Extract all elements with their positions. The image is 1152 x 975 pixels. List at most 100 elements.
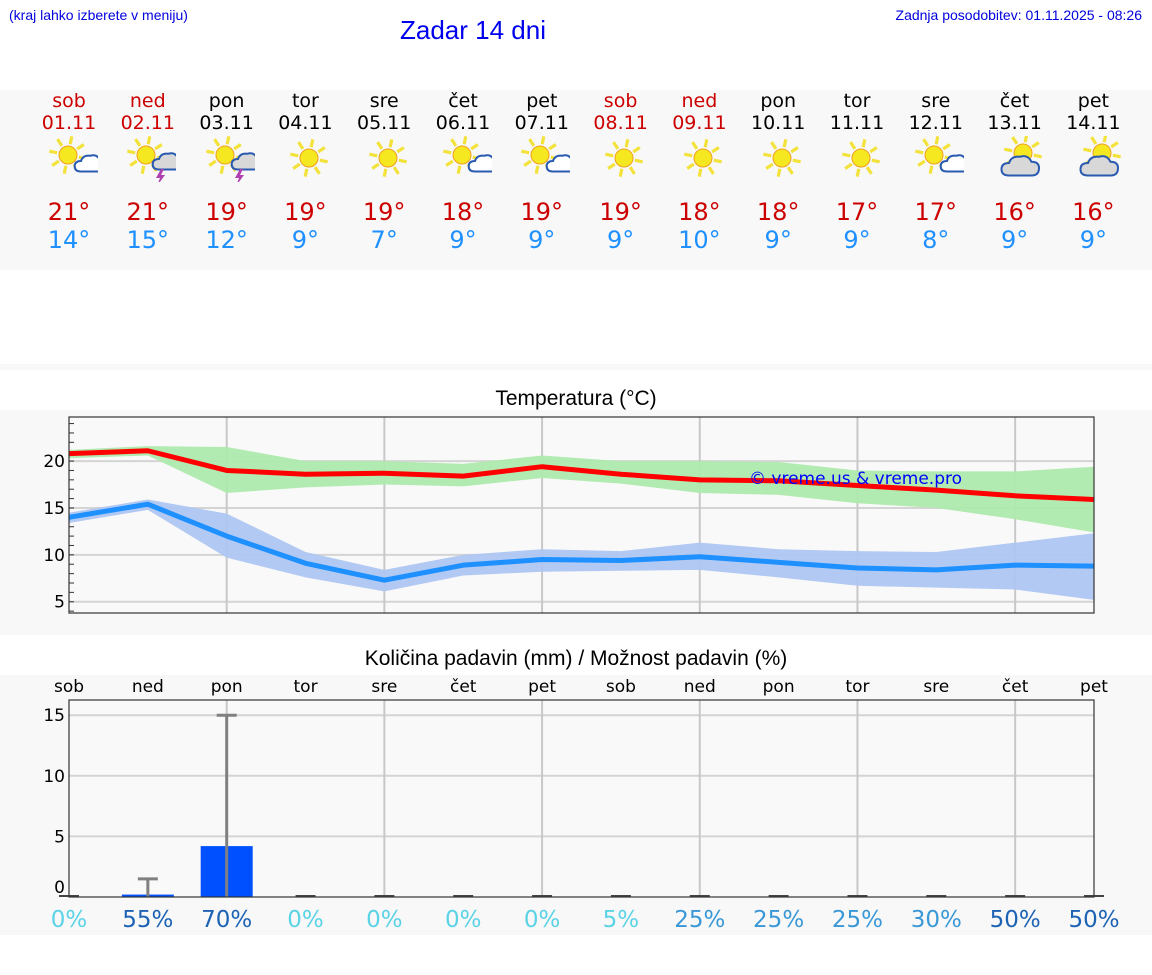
day-name: tor <box>291 90 319 112</box>
precip-day-label: pon <box>763 677 795 697</box>
temp-max: 19° <box>599 198 642 226</box>
temp-max: 21° <box>47 198 91 226</box>
precip-probability: 0% <box>287 907 324 933</box>
day-date: 05.11 <box>356 112 412 134</box>
precip-day-label: ned <box>684 677 716 697</box>
svg-text:10: 10 <box>43 546 65 566</box>
partly-cloudy-icon <box>48 136 98 174</box>
day-date: 10.11 <box>750 112 806 134</box>
region-menu-hint: (kraj lahko izberete v meniju) <box>9 7 188 23</box>
day-name: pon <box>760 90 797 112</box>
day-date: 07.11 <box>514 112 569 134</box>
precip-day-label: pon <box>211 677 243 697</box>
precip-day-label: čet <box>1002 677 1029 697</box>
precip-probability: 25% <box>753 907 804 933</box>
precip-day-label: čet <box>450 677 477 697</box>
temp-max: 18° <box>756 198 800 226</box>
temp-max: 18° <box>441 198 485 226</box>
sunny-icon <box>683 139 722 177</box>
day-date: 08.11 <box>593 112 648 134</box>
precip-probability: 0% <box>366 907 403 933</box>
copyright-annotation: © vreme.us & vreme.pro <box>749 469 962 489</box>
day-name: pet <box>526 90 558 112</box>
day-name: čet <box>999 90 1030 112</box>
sunny-icon <box>762 139 801 177</box>
precip-probability: 0% <box>51 907 88 933</box>
day-name: tor <box>843 90 871 112</box>
temp-max: 19° <box>205 198 248 226</box>
temp-max: 19° <box>362 198 406 226</box>
thunderstorm-sun-icon <box>206 136 256 182</box>
day-date: 12.11 <box>908 112 963 134</box>
temp-max: 16° <box>1072 198 1115 226</box>
svg-text:5: 5 <box>54 593 65 613</box>
sunny-icon <box>605 139 644 177</box>
svg-text:5: 5 <box>54 827 65 847</box>
temp-min: 8° <box>922 226 950 254</box>
day-date: 04.11 <box>278 112 333 134</box>
day-name: pon <box>208 90 245 112</box>
day-date: 14.11 <box>1066 112 1121 134</box>
partly-cloudy-icon <box>915 136 965 174</box>
daily-forecast-strip: sob 01.11 21° 14° ned 02.11 21° 15° pon … <box>0 90 1152 270</box>
precip-day-label: pet <box>528 677 556 697</box>
temp-min: 9° <box>843 226 871 254</box>
temp-min: 14° <box>47 226 91 254</box>
precip-probability: 25% <box>832 907 883 933</box>
day-name: sob <box>603 90 638 112</box>
precip-day-label: sre <box>371 677 397 697</box>
temp-max: 21° <box>126 198 170 226</box>
precip-day-label: pet <box>1080 677 1108 697</box>
precip-probability: 0% <box>524 907 561 933</box>
svg-text:0: 0 <box>54 878 65 898</box>
precipitation-chart-title: Količina padavin (mm) / Možnost padavin … <box>364 647 788 670</box>
temp-max: 17° <box>835 198 879 226</box>
temp-min: 9° <box>291 226 320 254</box>
precip-probability: 5% <box>603 907 640 933</box>
precip-probability: 55% <box>122 907 173 933</box>
precip-probability: 50% <box>990 907 1041 933</box>
precip-probability: 25% <box>674 907 725 933</box>
precip-probability: 70% <box>201 907 252 933</box>
temp-min: 9° <box>528 226 556 254</box>
precip-probability: 30% <box>911 907 962 933</box>
day-date: 09.11 <box>672 112 727 134</box>
precip-probability: 0% <box>445 907 482 933</box>
last-update-timestamp: Zadnja posodobitev: 01.11.2025 - 08:26 <box>895 7 1142 23</box>
temp-min: 10° <box>678 226 721 254</box>
temp-min: 9° <box>1000 226 1029 254</box>
precip-day-label: tor <box>294 677 318 697</box>
day-name: sre <box>921 90 951 112</box>
day-name: sre <box>369 90 399 112</box>
temp-max: 16° <box>993 198 1036 226</box>
sunny-icon <box>289 139 328 177</box>
day-date: 11.11 <box>829 112 885 134</box>
day-name: ned <box>129 90 166 112</box>
mostly-cloudy-icon <box>1079 136 1121 177</box>
temp-min: 9° <box>449 226 477 254</box>
partly-cloudy-icon <box>442 136 492 174</box>
thunderstorm-sun-icon <box>127 136 177 182</box>
partly-cloudy-icon <box>521 136 571 174</box>
temp-max: 19° <box>520 198 564 226</box>
day-name: pet <box>1077 90 1109 112</box>
temp-min: 15° <box>126 226 170 254</box>
divider <box>0 364 1152 370</box>
svg-text:15: 15 <box>43 706 65 726</box>
svg-text:10: 10 <box>43 767 65 787</box>
svg-text:20: 20 <box>43 452 65 472</box>
svg-text:15: 15 <box>43 499 65 519</box>
day-date: 02.11 <box>120 112 175 134</box>
temp-max: 19° <box>284 198 327 226</box>
precip-day-label: sob <box>606 677 636 697</box>
temp-min: 7° <box>370 226 398 254</box>
day-name: ned <box>681 90 718 112</box>
precip-probability: 50% <box>1068 907 1119 933</box>
day-date: 03.11 <box>199 112 254 134</box>
day-name: čet <box>448 90 478 112</box>
temp-max: 18° <box>678 198 721 226</box>
temperature-chart-title: Temperatura (°C) <box>495 387 657 410</box>
temp-min: 9° <box>1079 226 1108 254</box>
precip-day-label: tor <box>845 677 869 697</box>
precip-day-label: ned <box>132 677 164 697</box>
